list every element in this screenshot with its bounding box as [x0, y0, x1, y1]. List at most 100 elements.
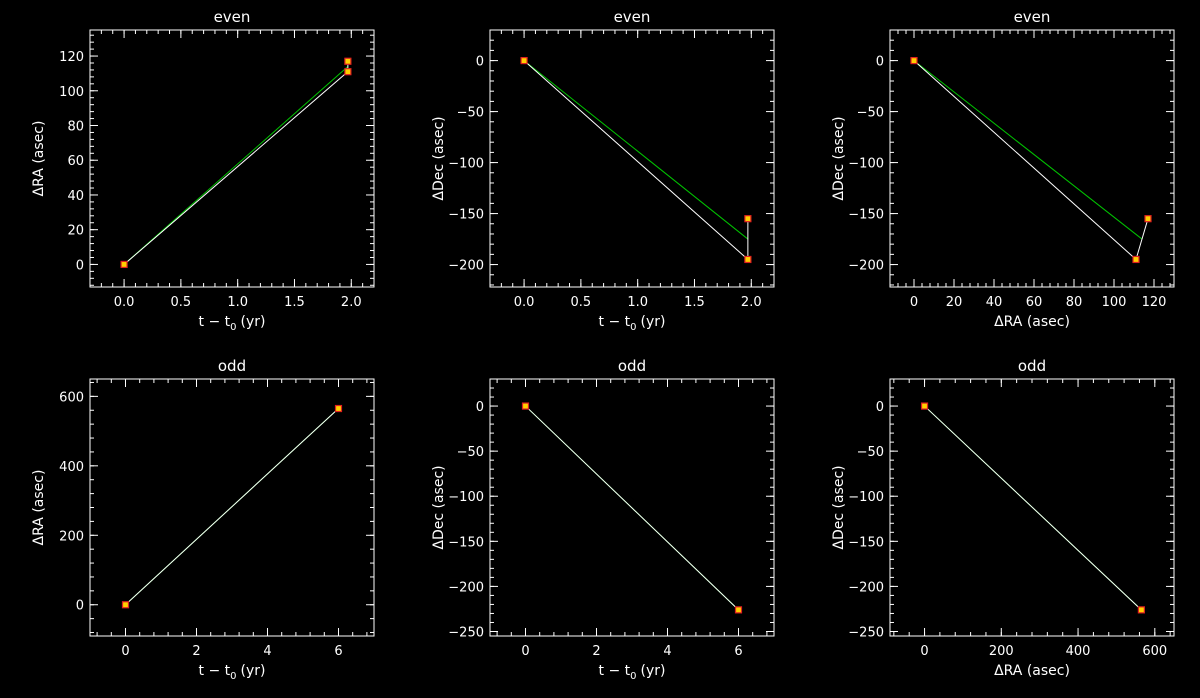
y-tick-label: 400 [59, 460, 84, 475]
x-axis-label-main: t − t [599, 314, 631, 330]
y-tick-label: 60 [67, 154, 84, 169]
y-tick-label: 40 [67, 189, 84, 204]
data-point [744, 255, 752, 264]
x-tick-label: 4 [263, 644, 271, 659]
observed-line [523, 60, 749, 261]
x-tick-label: 100 [1102, 295, 1127, 310]
x-axis-label-main: t − t [199, 663, 231, 679]
x-tick-label: 2 [592, 644, 600, 659]
y-tick-label: −50 [857, 106, 884, 121]
plot-frame [889, 29, 1175, 288]
x-tick-label: 1.5 [284, 295, 305, 310]
x-axis-label-subscript: 0 [230, 671, 236, 682]
data-point [1144, 215, 1152, 223]
y-tick-label: −150 [448, 535, 484, 550]
y-axis-label: ΔRA (asec) [31, 121, 47, 197]
x-tick-label: 0 [521, 644, 529, 659]
y-tick-label: −50 [457, 106, 484, 121]
x-tick-label: 1.5 [684, 295, 705, 310]
y-tick-label: 0 [476, 55, 484, 70]
observed-line [125, 408, 339, 606]
y-tick-label: −200 [448, 259, 484, 274]
plot-frame [89, 29, 375, 288]
x-tick-label: 400 [1066, 644, 1091, 659]
chart-panel-2: even 0.0 0.5 1.0 1.5 2.0 0 −50 −100 −150 −200 t − t… [431, 8, 775, 333]
x-tick-label: 0 [920, 644, 928, 659]
data-point [744, 215, 752, 223]
x-tick-label: 1.0 [627, 295, 648, 310]
chart-panel-6: odd 0 200 400 600 0 −50 −100 −150 −200 −250 ΔRA (as… [831, 357, 1175, 679]
x-axis-label-main: t − t [599, 663, 631, 679]
x-axis-label: t − t0 (yr) [199, 663, 266, 682]
chart-panel-3: even 0 20 40 60 80 100 120 0 −50 −100 −150 −200 ΔRA (… [831, 8, 1175, 330]
y-tick-label: −200 [448, 580, 484, 595]
x-tick-label: 0.5 [171, 295, 192, 310]
panel-title: odd [1018, 357, 1046, 375]
x-axis-label: t − t0 (yr) [599, 314, 666, 333]
y-tick-label: −100 [848, 490, 884, 505]
y-axis-label: ΔDec (asec) [831, 465, 847, 549]
observed-line [525, 405, 739, 611]
y-tick-label: 120 [59, 50, 84, 65]
data-point [344, 68, 352, 76]
x-tick-label: 0.5 [571, 295, 592, 310]
y-tick-label: 80 [67, 120, 84, 135]
x-axis-label-subscript: 0 [630, 671, 636, 682]
x-tick-label: 80 [1066, 295, 1083, 310]
x-tick-label: 40 [986, 295, 1003, 310]
panel-title: even [1014, 8, 1051, 26]
y-tick-label: 0 [876, 400, 884, 415]
y-tick-label: 0 [476, 400, 484, 415]
x-tick-label: 4 [663, 644, 671, 659]
y-tick-label: −250 [448, 625, 484, 640]
panel-title: even [614, 8, 651, 26]
x-axis-label-subscript: 0 [230, 322, 236, 333]
x-axis-label: ΔRA (asec) [994, 663, 1070, 679]
x-tick-label: 0.0 [114, 295, 135, 310]
x-tick-label: 0.0 [514, 295, 535, 310]
y-tick-label: −150 [848, 208, 884, 223]
fit-line [123, 66, 349, 265]
x-tick-label: 2.0 [741, 295, 762, 310]
x-axis-label-unit: (yr) [241, 663, 266, 679]
y-tick-label: 0 [76, 258, 84, 273]
data-point [910, 56, 918, 65]
x-tick-label: 0 [910, 295, 918, 310]
y-tick-label: 0 [876, 55, 884, 70]
data-point [1132, 255, 1140, 264]
y-tick-label: 100 [59, 85, 84, 100]
data-point [520, 56, 528, 65]
data-point [344, 57, 352, 65]
y-tick-label: −200 [848, 580, 884, 595]
x-axis-label: t − t0 (yr) [199, 314, 266, 333]
data-point [920, 402, 929, 410]
data-point [120, 260, 128, 269]
x-tick-label: 1.0 [227, 295, 248, 310]
data-point [734, 606, 743, 614]
panel-title: odd [218, 357, 246, 375]
y-tick-label: −50 [457, 445, 484, 460]
observed-line [913, 60, 1149, 261]
x-axis-label-subscript: 0 [630, 322, 636, 333]
y-axis-label: ΔRA (asec) [31, 470, 47, 546]
x-axis-label: ΔRA (asec) [994, 314, 1070, 330]
x-tick-label: 0 [121, 644, 129, 659]
x-axis-label: t − t0 (yr) [599, 663, 666, 682]
y-tick-label: −50 [857, 445, 884, 460]
data-point [521, 402, 530, 410]
y-tick-label: −150 [448, 208, 484, 223]
y-tick-label: 20 [67, 224, 84, 239]
y-tick-label: −100 [448, 490, 484, 505]
plot-frame [89, 378, 375, 637]
panel-title: even [214, 8, 251, 26]
data-point [1137, 606, 1145, 614]
x-axis-label-main: t − t [199, 314, 231, 330]
x-tick-label: 60 [1026, 295, 1043, 310]
x-axis-label-unit: (yr) [641, 314, 666, 330]
observed-line [924, 405, 1142, 611]
fit-line [523, 60, 749, 240]
y-tick-label: 0 [76, 599, 84, 614]
x-tick-label: 20 [946, 295, 963, 310]
